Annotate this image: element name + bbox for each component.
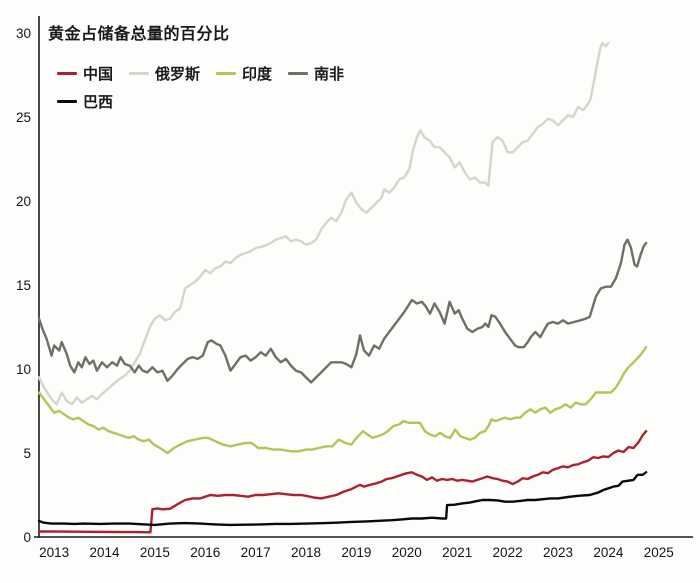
series-line-brazil — [37, 471, 648, 527]
x-tick-label: 2017 — [241, 545, 271, 560]
legend-label-russia: 俄罗斯 — [155, 65, 201, 83]
legend-item-russia: 俄罗斯 — [129, 63, 200, 84]
x-tick-label: 2015 — [140, 545, 170, 560]
y-tick-label: 25 — [16, 110, 31, 125]
series-line-india — [37, 346, 648, 455]
legend-row-1: 中国 俄罗斯 印度 南非 — [57, 62, 477, 84]
y-tick-label: 15 — [16, 278, 31, 293]
legend-label-brazil: 巴西 — [83, 93, 114, 111]
y-tick-label: 0 — [23, 530, 31, 545]
x-tick-label: 2024 — [593, 545, 624, 560]
series-line-china — [37, 430, 648, 534]
series-line-southafrica — [37, 238, 648, 384]
x-tick-label: 2025 — [644, 545, 674, 560]
x-tick-label: 2018 — [291, 545, 321, 560]
legend-label-southafrica: 南非 — [314, 65, 345, 83]
chart-legend: 中国 俄罗斯 印度 南非 巴西 — [57, 62, 477, 118]
series-line-russia — [37, 41, 610, 406]
y-tick-label: 5 — [23, 446, 31, 461]
x-tick-label: 2022 — [493, 545, 523, 560]
legend-swatch-china — [57, 71, 77, 75]
y-tick-label: 20 — [16, 194, 31, 209]
x-tick-label: 2013 — [39, 545, 69, 560]
x-tick-label: 2014 — [89, 545, 120, 560]
legend-row-2: 巴西 — [57, 90, 477, 112]
legend-swatch-brazil — [57, 99, 77, 103]
legend-item-brazil: 巴西 — [57, 91, 113, 112]
x-tick-label: 2020 — [392, 545, 422, 560]
legend-item-india: 印度 — [216, 63, 272, 84]
legend-label-china: 中国 — [83, 65, 114, 83]
legend-item-china: 中国 — [57, 63, 113, 84]
legend-swatch-russia — [129, 71, 150, 75]
legend-item-southafrica: 南非 — [288, 63, 344, 84]
legend-label-india: 印度 — [242, 65, 273, 83]
x-tick-label: 2021 — [442, 545, 472, 560]
legend-swatch-india — [216, 71, 237, 75]
x-tick-label: 2016 — [190, 545, 220, 560]
x-tick-label: 2019 — [341, 545, 371, 560]
legend-swatch-southafrica — [288, 71, 309, 75]
x-tick-label: 2023 — [543, 545, 573, 560]
chart-title: 黄金占储备总量的百分比 — [48, 26, 230, 43]
y-tick-label: 10 — [16, 362, 31, 377]
y-tick-label: 30 — [16, 26, 31, 41]
